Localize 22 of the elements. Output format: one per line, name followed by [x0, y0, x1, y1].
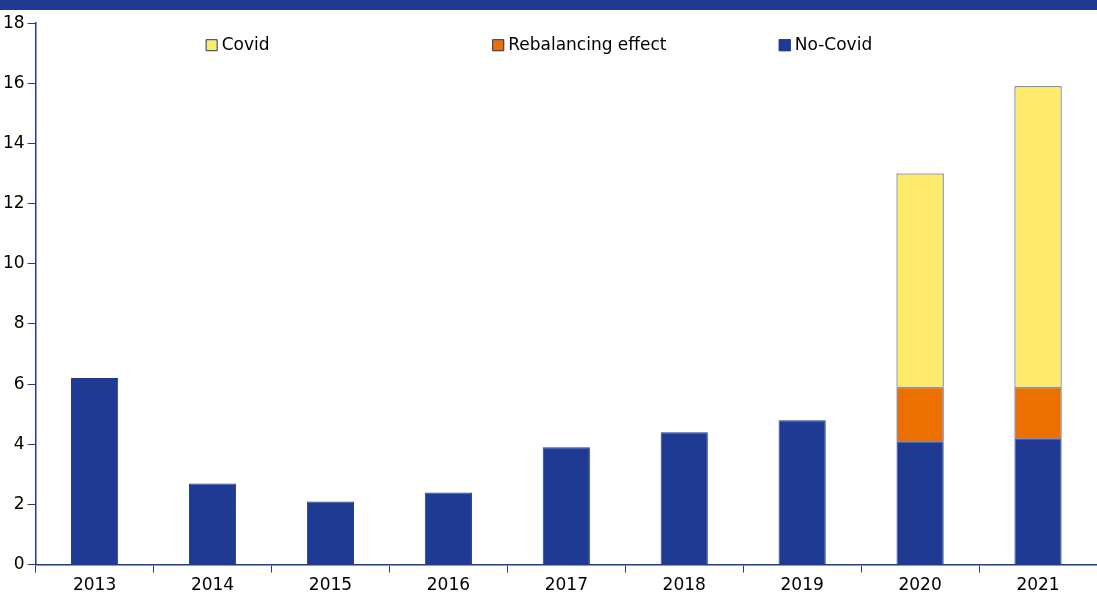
legend-label: Rebalancing effect	[508, 33, 667, 54]
y-tick-label: 2	[13, 492, 25, 513]
x-tick-label: 2020	[898, 574, 942, 595]
x-tick-label: 2015	[308, 574, 353, 595]
x-tick-label: 2021	[1016, 574, 1060, 595]
x-tick-label: 2014	[190, 574, 235, 595]
y-tick-label: 16	[2, 71, 25, 92]
x-tick-label: 2013	[72, 574, 117, 595]
y-tick-label: 0	[13, 553, 25, 574]
y-tick-label: 14	[2, 131, 25, 152]
y-tick-label: 8	[13, 312, 25, 333]
y-tick-label: 18	[2, 11, 25, 32]
x-tick-label: 2016	[426, 574, 471, 595]
y-tick-label: 10	[2, 252, 25, 273]
x-tick-label: 2017	[544, 574, 588, 595]
x-tick-label: 2019	[780, 574, 824, 595]
y-tick-label: 6	[13, 372, 25, 393]
y-tick-label: 12	[2, 192, 25, 213]
legend-label: Covid	[221, 33, 270, 54]
y-tick-label: 4	[13, 432, 25, 453]
x-tick-label: 2018	[662, 574, 706, 595]
legend-label: No-Covid	[794, 33, 873, 54]
